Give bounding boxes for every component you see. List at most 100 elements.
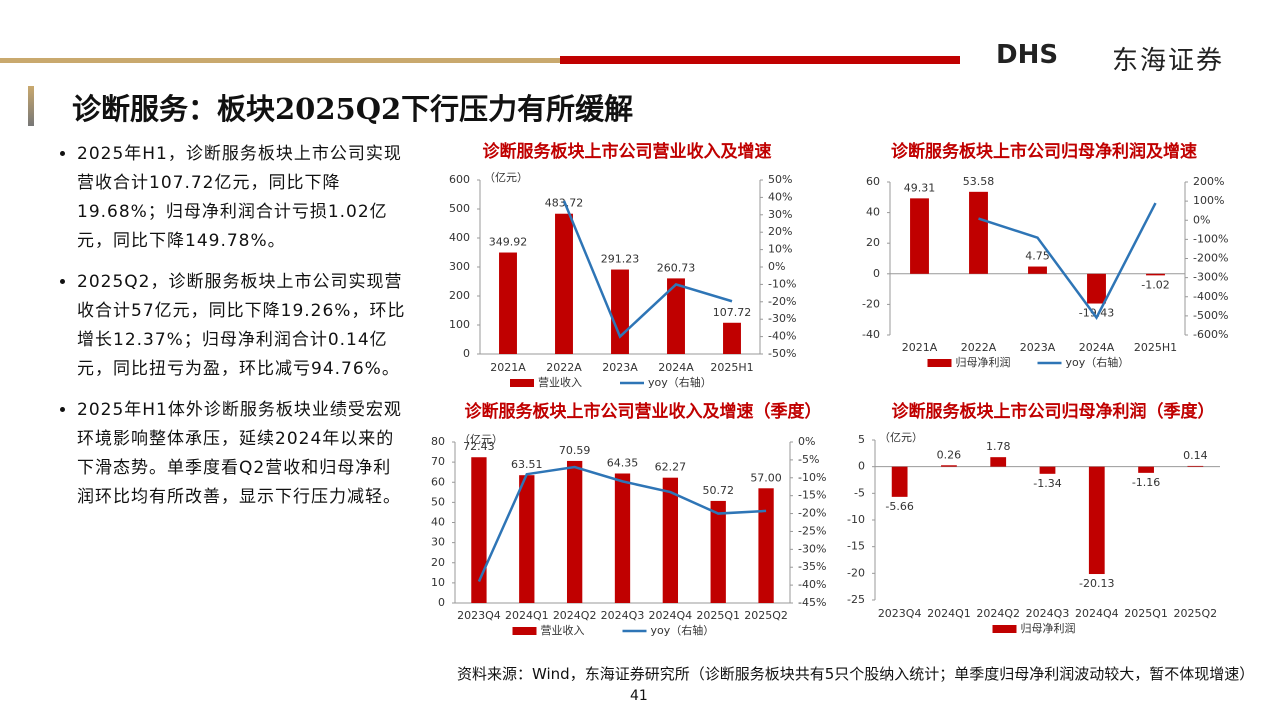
x-tick-label: 2024Q4: [649, 609, 693, 622]
bar: [941, 465, 957, 467]
bar: [667, 278, 685, 354]
line: [562, 200, 733, 339]
y-tick-label: 60: [866, 175, 880, 188]
data-label: 70.59: [559, 444, 591, 457]
legend-label: yoy（右轴）: [651, 623, 715, 637]
data-label: 63.51: [511, 458, 543, 471]
y-tick-label: 60: [431, 475, 445, 488]
chart-title: 诊断服务板块上市公司营业收入及增速（季度）: [465, 401, 822, 422]
y-tick-label: -5: [854, 486, 865, 499]
y-tick-label: 30: [431, 536, 445, 549]
data-label: 483.72: [545, 197, 584, 210]
y-axis-label: （亿元）: [459, 433, 503, 446]
y-tick-label: 300: [449, 260, 470, 273]
y2-tick-label: -20%: [768, 295, 796, 308]
x-tick-label: 2021A: [490, 361, 526, 374]
line: [978, 202, 1157, 320]
y-tick-label: 100: [449, 318, 470, 331]
y-axis-label: （亿元）: [879, 431, 923, 444]
y-tick-label: 600: [449, 173, 470, 186]
y2-tick-label: -40%: [768, 330, 796, 343]
legend-label: 归母净利润: [1021, 621, 1076, 635]
x-tick-label: 2023A: [1020, 341, 1056, 354]
bar: [1146, 273, 1165, 276]
y2-tick-label: 50%: [768, 173, 792, 186]
data-label: -20.13: [1079, 577, 1114, 590]
bar: [1028, 266, 1047, 274]
x-tick-label: 2023A: [602, 361, 638, 374]
bullets: 2025年H1，诊断服务板块上市公司实现营收合计107.72亿元，同比下降19.…: [55, 140, 407, 524]
bar: [710, 500, 726, 603]
data-label: 1.78: [986, 440, 1011, 453]
bullet: 2025Q2，诊断服务板块上市公司实现营收合计57亿元，同比下降19.26%，环…: [77, 268, 407, 384]
y2-tick-label: 0%: [1193, 213, 1210, 226]
y-tick-label: -20: [847, 566, 865, 579]
y-tick-label: 0: [438, 596, 445, 609]
y-tick-label: 20: [431, 556, 445, 569]
x-tick-label: 2025H1: [1134, 341, 1177, 354]
data-label: 291.23: [601, 253, 640, 266]
bar: [611, 269, 629, 354]
data-label: 57.00: [750, 471, 782, 484]
y2-tick-label: 20%: [768, 225, 792, 238]
data-label: -5.66: [885, 500, 913, 513]
page-number: 41: [630, 688, 648, 704]
data-label: -19.43: [1079, 307, 1114, 320]
legend-swatch: [512, 627, 537, 635]
logo: DHS: [996, 40, 1059, 70]
data-label: 349.92: [489, 236, 528, 249]
y-tick-label: 0: [463, 347, 470, 360]
legend-label: 归母净利润: [956, 355, 1011, 369]
bar: [891, 466, 908, 497]
x-tick-label: 2024Q3: [1026, 607, 1070, 620]
x-tick-label: 2024Q3: [601, 609, 645, 622]
x-tick-label: 2022A: [546, 361, 582, 374]
y-tick-label: 5: [858, 433, 865, 446]
y2-tick-label: 30%: [768, 208, 792, 221]
y2-tick-label: 0%: [768, 260, 785, 273]
chart-title: 诊断服务板块上市公司营业收入及增速: [483, 141, 772, 162]
y2-tick-label: -200%: [1193, 252, 1228, 265]
bar: [471, 457, 487, 603]
data-label: -1.16: [1132, 476, 1160, 489]
data-label: 62.27: [655, 461, 687, 474]
bar: [1087, 273, 1106, 304]
legend-label: 营业收入: [541, 623, 585, 637]
y-tick-label: 500: [449, 202, 470, 215]
y-tick-label: 80: [431, 435, 445, 448]
data-label: 0.14: [1183, 449, 1208, 462]
x-tick-label: 2023Q4: [878, 607, 922, 620]
y-tick-label: -20: [862, 297, 880, 310]
y-axis-label: （亿元）: [484, 171, 528, 184]
y2-tick-label: -600%: [1193, 328, 1228, 341]
data-label: 0.26: [937, 448, 962, 461]
bar: [1088, 466, 1105, 575]
y-tick-label: 200: [449, 289, 470, 302]
data-label: -1.02: [1141, 278, 1169, 291]
bar: [566, 460, 583, 603]
bar: [723, 322, 741, 354]
x-tick-label: 2025Q2: [744, 609, 788, 622]
x-tick-label: 2025Q1: [696, 609, 740, 622]
y-tick-label: 0: [873, 267, 880, 280]
data-label: 50.72: [702, 484, 734, 497]
legend-label: yoy（右轴）: [648, 375, 712, 389]
legend-label: yoy（右轴）: [1066, 355, 1130, 369]
legend-swatch: [510, 379, 534, 387]
slide-title: 诊断服务：板块2025Q2下行压力有所缓解: [72, 92, 634, 126]
y-tick-label: 40: [431, 516, 445, 529]
bar: [614, 473, 631, 603]
y2-tick-label: -500%: [1193, 309, 1228, 322]
bar: [519, 475, 535, 603]
y-tick-label: 40: [866, 206, 880, 219]
bar: [990, 457, 1007, 467]
x-tick-label: 2025Q1: [1124, 607, 1168, 620]
y2-tick-label: -30%: [768, 312, 796, 325]
data-label: 107.72: [713, 306, 752, 319]
bullet: 2025年H1体外诊断服务板块业绩受宏观环境影响整体承压，延续2024年以来的下…: [77, 396, 407, 512]
x-tick-label: 2024Q1: [927, 607, 971, 620]
data-label: 72.43: [463, 440, 495, 453]
source: 资料来源：Wind，东海证券研究所（诊断服务板块共有5只个股纳入统计；单季度归母…: [457, 665, 1255, 683]
accent: [28, 86, 34, 126]
